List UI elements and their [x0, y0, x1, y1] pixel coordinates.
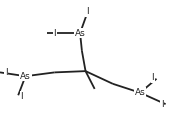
Text: As: As — [20, 72, 31, 81]
Text: I: I — [161, 100, 163, 109]
Text: I: I — [86, 7, 89, 16]
Text: I: I — [53, 29, 56, 37]
Text: As: As — [75, 29, 86, 37]
Text: As: As — [135, 88, 146, 97]
Text: I: I — [5, 68, 8, 77]
Text: I: I — [21, 92, 23, 101]
Text: I: I — [152, 73, 154, 82]
